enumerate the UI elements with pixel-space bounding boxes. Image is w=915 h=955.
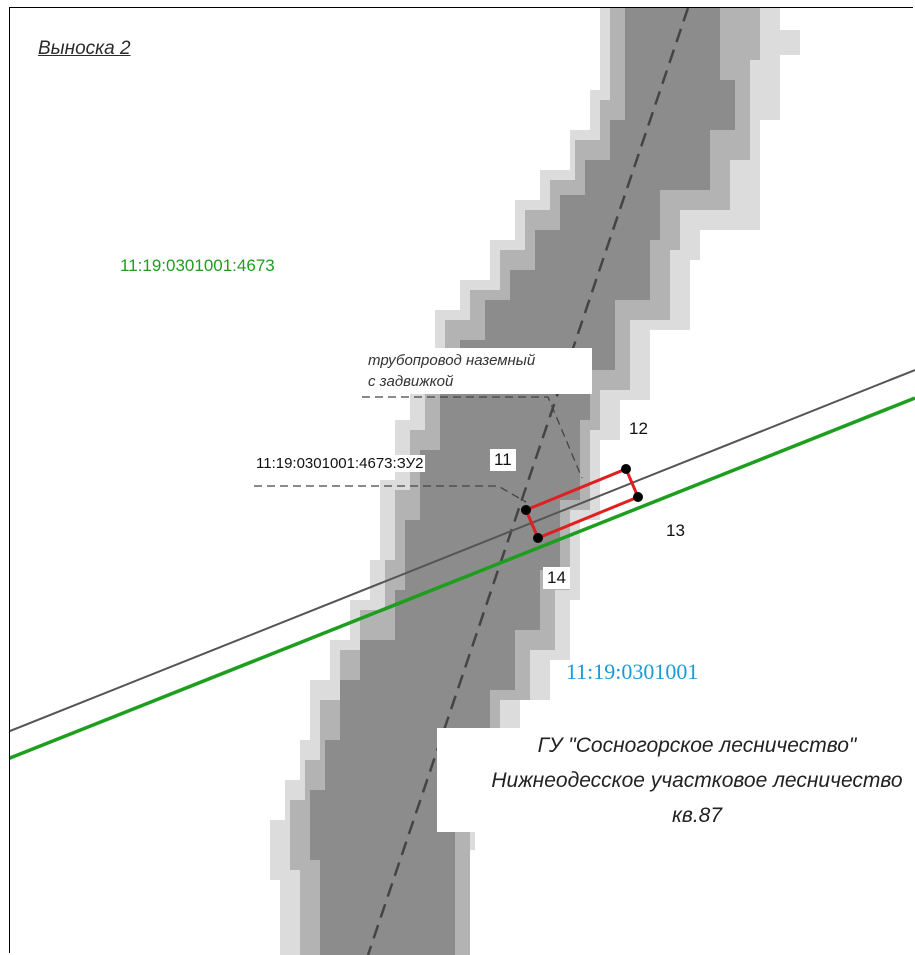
forestry-district: Нижнеодесское участковое лесничество — [491, 769, 903, 792]
cadastral-quarter-label: 11:19:0301001 — [566, 659, 699, 684]
zu-leader-line — [254, 485, 527, 503]
road-line — [10, 369, 915, 733]
point-12-label: 12 — [625, 418, 652, 440]
pipeline-label-line2: с задвижкой — [368, 373, 454, 390]
parcel-number-label: 11:19:0301001:4673 — [120, 256, 275, 275]
forestry-name: ГУ "Сосногорское лесничество" — [537, 734, 857, 757]
point-11-label: 11 — [490, 449, 516, 471]
pipeline-label: трубопровод наземный с задвижкой — [364, 348, 592, 394]
pipeline-axis-line — [366, 8, 690, 955]
forest-strip-dark — [310, 8, 735, 955]
point-13-label: 13 — [662, 520, 689, 542]
callout-title: Выноска 2 — [38, 38, 131, 59]
pipe-leader-line — [362, 396, 583, 479]
point-11-marker — [521, 505, 531, 515]
parcel-boundary-line — [10, 396, 915, 760]
pipeline-label-line1: трубопровод наземный — [368, 352, 536, 369]
point-14-label: 14 — [543, 567, 570, 589]
point-14-marker — [533, 533, 543, 543]
forestry-label-box: ГУ "Сосногорское лесничество" Нижнеодесс… — [437, 728, 915, 832]
forestry-quarter: кв.87 — [671, 804, 723, 827]
zu-number-label: 11:19:0301001:4673:ЗУ2 — [254, 455, 426, 472]
point-13-marker — [633, 492, 643, 502]
point-12-marker — [621, 464, 631, 474]
